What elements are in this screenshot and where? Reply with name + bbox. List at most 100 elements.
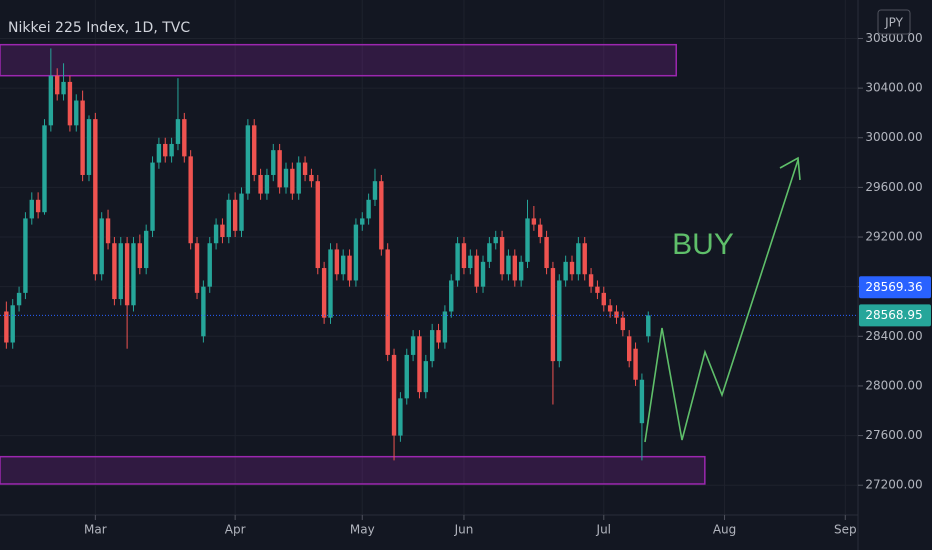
- price-label-box: [859, 304, 931, 327]
- candle-body: [423, 361, 429, 393]
- candle-body: [353, 224, 359, 281]
- price-label-box: [859, 276, 931, 299]
- candle-body: [86, 119, 92, 175]
- y-tick-label: 30000.00: [865, 130, 922, 144]
- candle-body: [201, 286, 206, 337]
- candle-body: [169, 143, 174, 157]
- candle-body: [118, 243, 123, 300]
- candle-body: [175, 119, 181, 144]
- candle-body: [449, 280, 454, 312]
- candle-body: [182, 119, 187, 157]
- candle-body: [143, 230, 149, 269]
- candle-body: [328, 249, 333, 318]
- x-tick-label: Mar: [84, 523, 107, 537]
- y-tick-label: 28000.00: [865, 378, 922, 392]
- candle-body: [391, 354, 397, 436]
- y-tick-label: 30400.00: [865, 81, 922, 95]
- candle-body: [309, 174, 314, 182]
- y-tick-label: 27200.00: [865, 478, 922, 492]
- candle-body: [366, 199, 371, 219]
- candle-body: [588, 274, 594, 287]
- candle-body: [474, 255, 479, 287]
- candle-body: [531, 218, 537, 225]
- candle-body: [639, 379, 645, 424]
- candle-body: [29, 199, 34, 219]
- candle-body: [10, 305, 15, 343]
- candle-body: [646, 315, 651, 337]
- candle-body: [220, 224, 225, 238]
- candle-body: [245, 125, 251, 194]
- candle-body: [525, 218, 530, 262]
- y-tick-label: 29600.00: [865, 180, 922, 194]
- x-tick-label: Jul: [596, 523, 611, 537]
- currency-box: [877, 9, 911, 35]
- candle-body: [455, 243, 460, 281]
- candle-body: [16, 292, 22, 306]
- candle-body: [67, 81, 73, 126]
- price-label: 28569.36: [865, 280, 922, 294]
- candle-body: [461, 243, 467, 269]
- currency: JPY: [884, 16, 904, 30]
- candle-body: [442, 311, 448, 343]
- candle-body: [93, 119, 98, 275]
- candle-body: [55, 75, 60, 95]
- candle-body: [550, 268, 556, 362]
- candle-body: [379, 181, 384, 250]
- candle-body: [518, 261, 524, 281]
- candle-body: [112, 243, 117, 300]
- candle-body: [468, 255, 473, 269]
- candle-body: [137, 243, 143, 269]
- candle-body: [271, 150, 276, 175]
- chart-title: Nikkei 225 Index, 1D, TVC: [8, 20, 190, 36]
- annotation: BUY: [672, 228, 734, 261]
- candle-body: [4, 311, 9, 343]
- x-tick-label: Jun: [454, 523, 474, 537]
- candle-body: [48, 75, 54, 126]
- candle-body: [512, 255, 517, 281]
- candle-body: [283, 168, 289, 188]
- candle-body: [264, 174, 270, 194]
- candle-body: [80, 100, 85, 175]
- projection-arrow: [644, 159, 799, 443]
- candle-body: [61, 81, 66, 95]
- candle-body: [614, 311, 619, 318]
- candle-body: [226, 199, 231, 238]
- y-tick-label: 28400.00: [865, 329, 922, 343]
- candle-body: [347, 255, 352, 281]
- y-tick-label: 30800.00: [865, 31, 922, 45]
- candle-body: [372, 181, 378, 200]
- candle-body: [213, 224, 219, 244]
- candle-body: [239, 193, 244, 231]
- zone: [0, 43, 677, 77]
- candle-body: [595, 286, 600, 293]
- candle-body: [150, 162, 155, 231]
- candle-body: [538, 224, 543, 238]
- candle-body: [607, 305, 613, 312]
- candle-body: [131, 243, 136, 306]
- arrow-head: [779, 156, 801, 181]
- candle-body: [156, 143, 162, 163]
- candle-body: [163, 143, 168, 157]
- candle-body: [563, 261, 568, 281]
- x-tick-label: Sep: [834, 523, 857, 537]
- zone: [0, 455, 706, 485]
- candle-body: [232, 199, 238, 231]
- candle-body: [436, 330, 441, 343]
- candle-body: [315, 181, 320, 269]
- candle-body: [398, 398, 403, 436]
- candle-body: [429, 330, 435, 362]
- candle-body: [417, 336, 422, 393]
- candle-body: [487, 243, 492, 262]
- candle-body: [207, 243, 212, 287]
- candle-body: [576, 243, 581, 275]
- candle-body: [557, 280, 562, 362]
- y-tick-label: 27600.00: [865, 428, 922, 442]
- candle-body: [277, 150, 282, 188]
- candle-body: [74, 100, 79, 126]
- candle-body: [341, 255, 346, 275]
- candle-body: [42, 125, 47, 213]
- candle-body: [194, 243, 200, 293]
- candle-body: [258, 174, 263, 194]
